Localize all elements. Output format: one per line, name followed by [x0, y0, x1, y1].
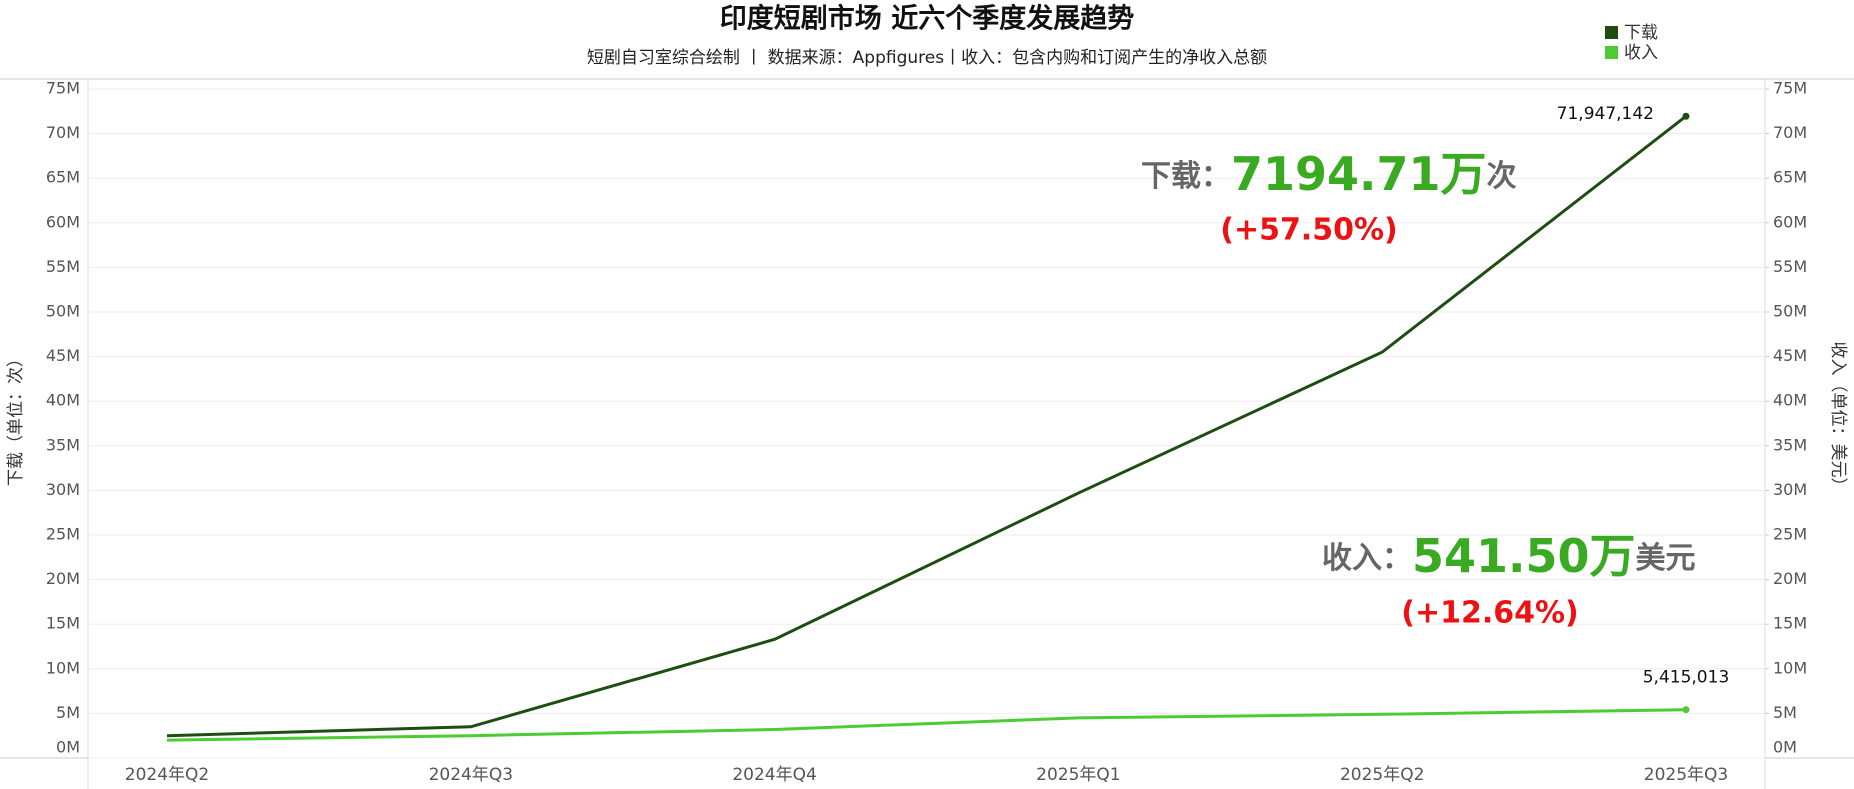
annotation: 收入：541.50万美元 [1322, 529, 1696, 583]
legend-label: 下载 [1624, 23, 1658, 43]
y2-axis-title: 收入（单位：美元） [1828, 342, 1848, 495]
data-point [1682, 706, 1690, 714]
annotation-change: (+57.50%) [1220, 213, 1398, 248]
y2-tick-label: 30M [1773, 480, 1807, 499]
y2-tick-label: 60M [1773, 212, 1807, 231]
y2-tick-label: 5M [1773, 703, 1797, 722]
annotation-part: 次 [1487, 159, 1517, 194]
annotation-part: 收入： [1322, 541, 1412, 576]
y2-tick-label: 35M [1773, 435, 1807, 454]
y-tick-label: 65M [46, 168, 80, 187]
y-tick-label: 40M [46, 391, 80, 410]
y2-tick-label: 75M [1773, 79, 1807, 98]
chart-title: 印度短剧市场 近六个季度发展趋势 [720, 3, 1134, 35]
y-tick-label: 70M [46, 123, 80, 142]
annotation-part: 下载： [1141, 159, 1231, 194]
legend-swatch [1605, 26, 1618, 39]
y-axis-title: 下载（单位：次） [6, 350, 26, 486]
legend-label: 收入 [1624, 43, 1658, 63]
annotation: 下载：7194.71万次 [1141, 147, 1517, 201]
y-tick-label: 10M [46, 658, 80, 677]
series-line [166, 115, 1687, 738]
x-tick-label: 2025年Q3 [1644, 765, 1728, 785]
y2-tick-label: 65M [1773, 168, 1807, 187]
y-tick-label: 5M [56, 703, 80, 722]
y2-tick-label: 70M [1773, 123, 1807, 142]
x-tick-label: 2025年Q1 [1036, 765, 1120, 785]
y-tick-label: 50M [46, 302, 80, 321]
series-line [166, 708, 1687, 742]
y2-tick-label: 25M [1773, 525, 1807, 544]
y2-tick-label: 0M [1773, 738, 1797, 757]
y2-tick-label: 55M [1773, 257, 1807, 276]
x-tick-label: 2024年Q4 [732, 765, 816, 785]
y-tick-label: 75M [46, 79, 80, 98]
y-tick-label: 45M [46, 346, 80, 365]
y2-tick-label: 15M [1773, 614, 1807, 633]
y-tick-label: 30M [46, 480, 80, 499]
y2-tick-label: 50M [1773, 302, 1807, 321]
data-label: 71,947,142 [1557, 104, 1654, 124]
x-tick-label: 2025年Q2 [1340, 765, 1424, 785]
legend-swatch [1605, 46, 1618, 59]
annotation-part: 美元 [1636, 541, 1696, 576]
annotation-part: 7194.71万 [1231, 147, 1487, 201]
y-tick-label: 20M [46, 569, 80, 588]
y2-tick-label: 10M [1773, 658, 1807, 677]
annotation-change: (+12.64%) [1401, 596, 1579, 631]
y-tick-label: 35M [46, 435, 80, 454]
chart-subtitle: 短剧自习室综合绘制 丨 数据来源：Appfigures丨收入：包含内购和订阅产生… [587, 48, 1267, 68]
y-tick-label: 0M [56, 738, 80, 757]
x-tick-label: 2024年Q3 [429, 765, 513, 785]
y2-tick-label: 20M [1773, 569, 1807, 588]
y-tick-label: 60M [46, 212, 80, 231]
annotation-part: 541.50万 [1412, 529, 1636, 583]
y-tick-label: 25M [46, 525, 80, 544]
y2-tick-label: 40M [1773, 391, 1807, 410]
y-tick-label: 15M [46, 614, 80, 633]
y2-tick-label: 45M [1773, 346, 1807, 365]
x-tick-label: 2024年Q2 [125, 765, 209, 785]
y-tick-label: 55M [46, 257, 80, 276]
data-point [1682, 112, 1690, 120]
data-label: 5,415,013 [1643, 668, 1730, 688]
